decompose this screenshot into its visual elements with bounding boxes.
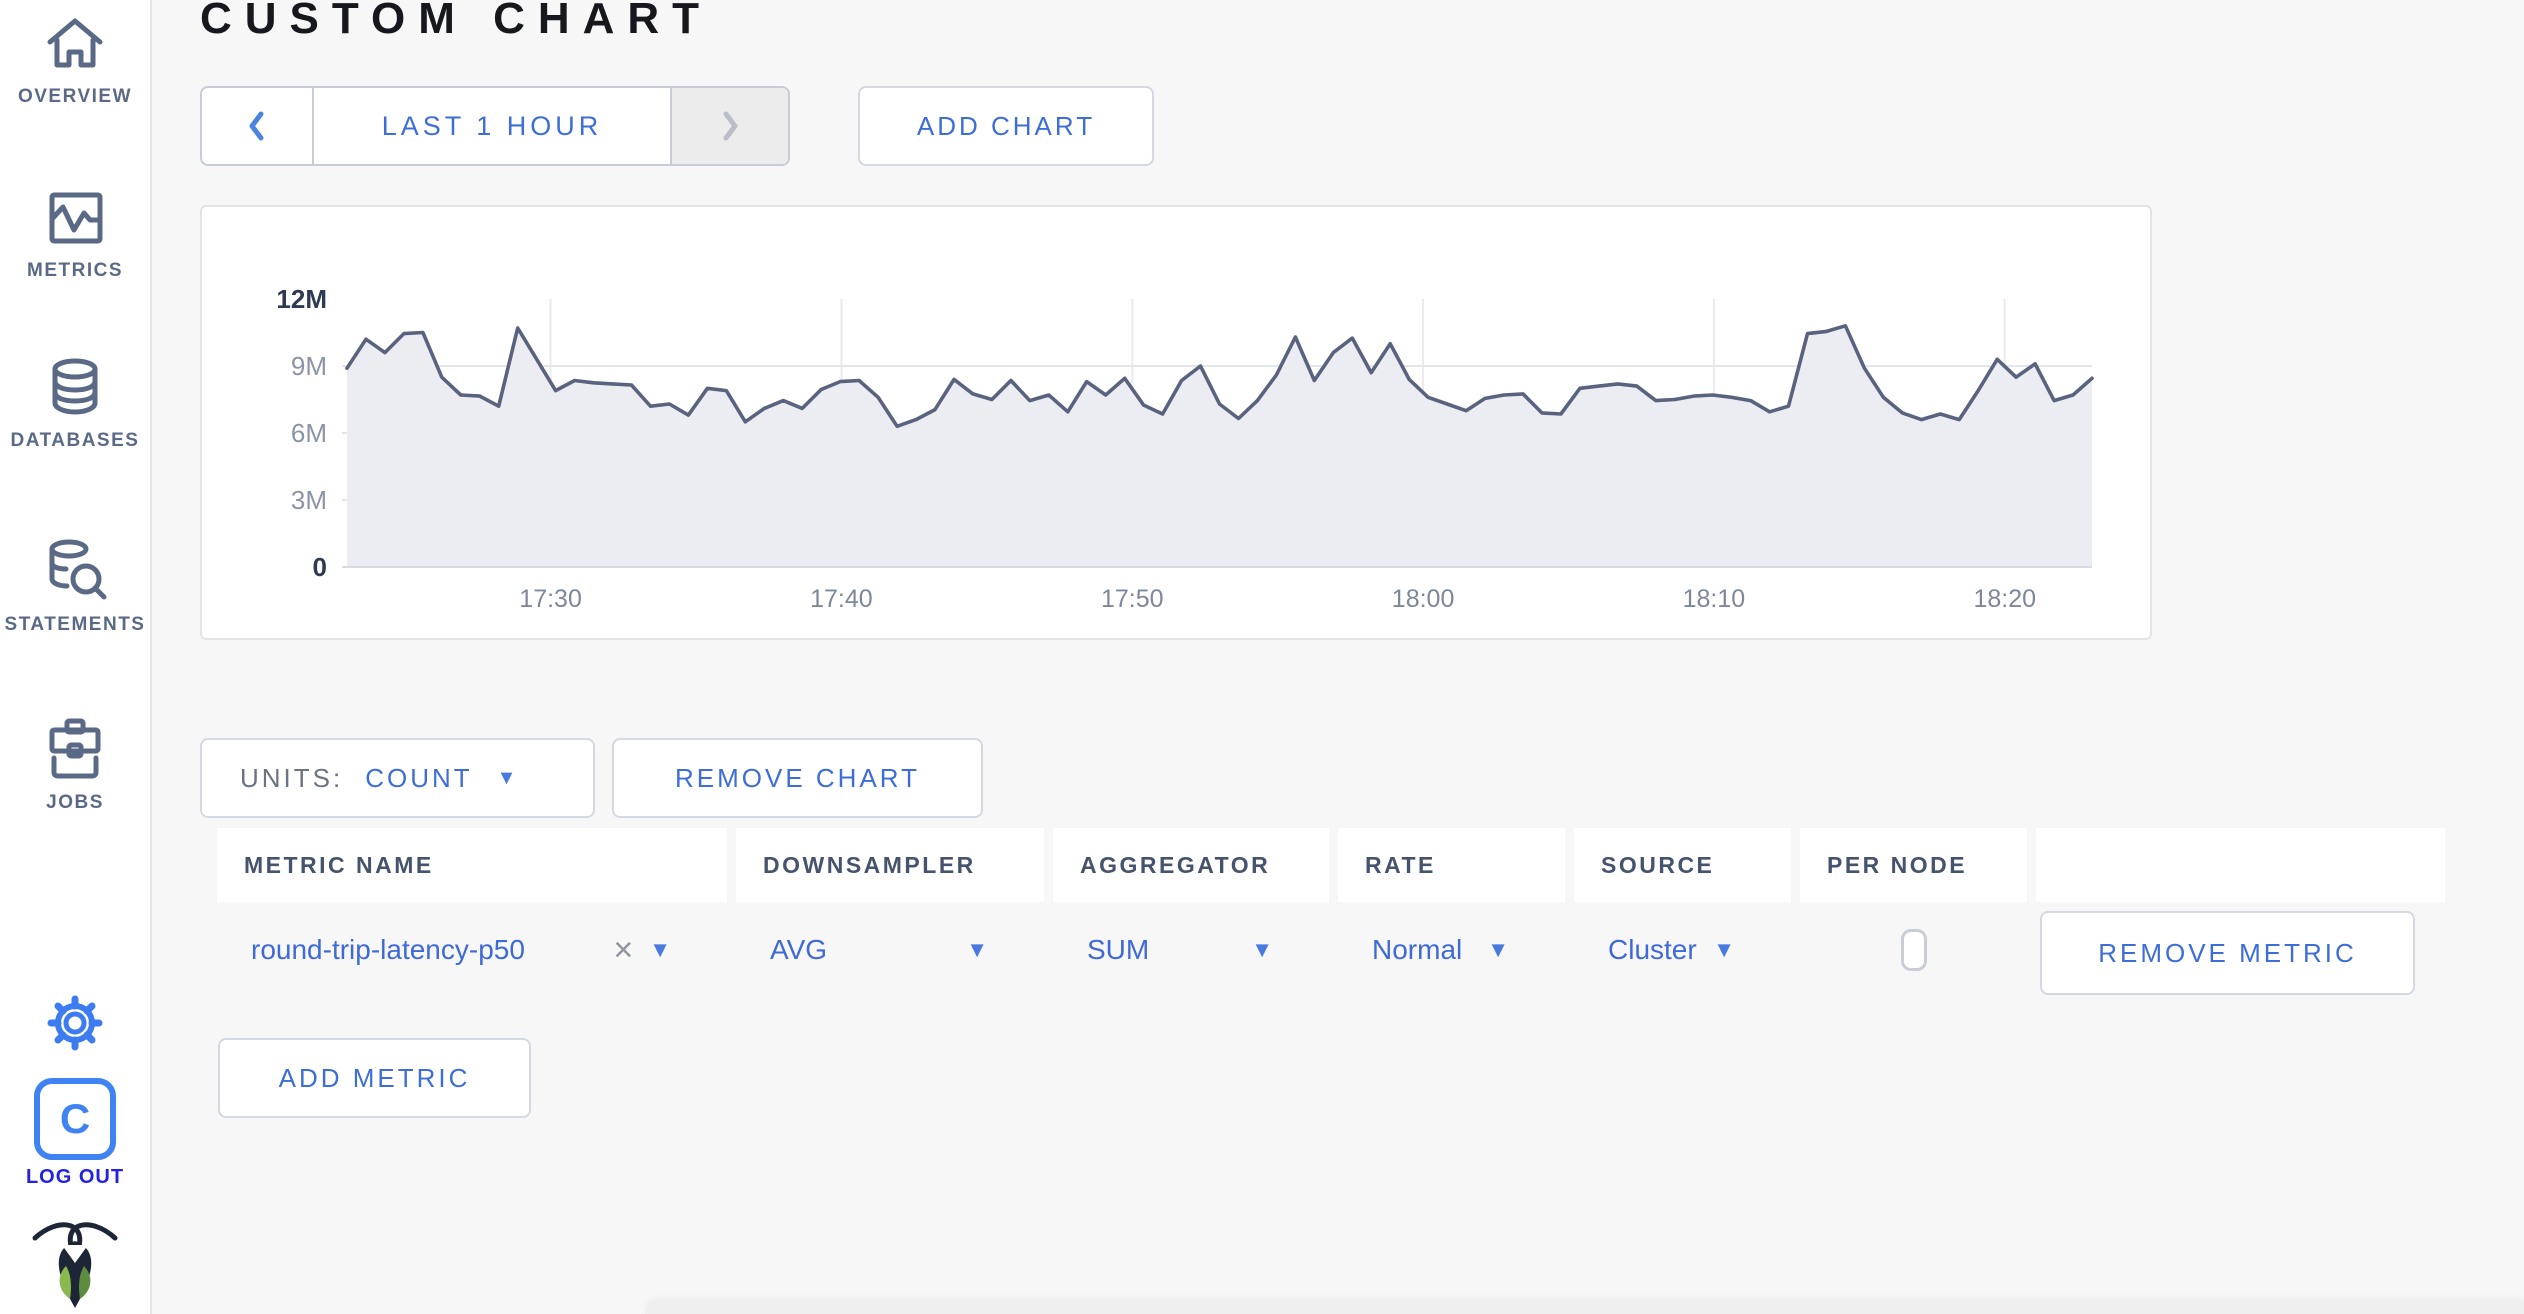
c-letter: C [59,1095,91,1142]
metrics-icon [49,192,103,244]
source-dropdown[interactable]: Cluster ▼ [1574,902,1791,998]
chevron-down-icon: ▼ [649,937,671,962]
svg-text:17:50: 17:50 [1101,585,1164,613]
database-icon [52,358,98,415]
time-range-next-button[interactable] [670,88,788,164]
units-value: COUNT [365,762,473,793]
sidebar-item-overview[interactable]: OVERVIEW [0,12,150,108]
timeseries-area-chart: 17:30 17:40 17:50 18:00 18:10 18:20 12M 9M 6M 3M 0 [276,284,2094,613]
sidebar-item-statements[interactable]: STATEMENTS [0,536,150,636]
remove-chart-button[interactable]: REMOVE CHART [612,738,983,818]
sidebar-item-label: DATABASES [10,430,140,451]
page-title: CUSTOM CHART [200,0,713,43]
clear-metric-icon[interactable]: × [613,930,634,969]
svg-text:18:00: 18:00 [1392,585,1455,613]
chart-card: 17:30 17:40 17:50 18:00 18:10 18:20 12M 9M 6M 3M 0 [200,205,2152,640]
svg-text:0: 0 [313,552,327,582]
column-header-actions [2036,828,2445,902]
logout-label: LOG OUT [25,1166,125,1188]
column-header-per-node: PER NODE [1800,828,2027,902]
rate-dropdown[interactable]: Normal ▼ [1338,902,1565,998]
sidebar-item-settings[interactable] [0,990,150,1056]
chevron-down-icon: ▼ [1251,937,1273,962]
home-icon [47,18,103,68]
sidebar-item-label: METRICS [27,260,123,281]
cockroach-c-icon: C [34,1078,116,1160]
units-label: UNITS: [240,762,344,793]
bottom-sheet-edge [645,1302,2524,1314]
column-header-aggregator: AGGREGATOR [1053,828,1329,902]
aggregator-dropdown[interactable]: SUM ▼ [1053,902,1329,998]
chevron-down-icon: ▼ [1487,937,1509,962]
chevron-down-icon: ▼ [496,766,520,789]
sidebar-item-label: STATEMENTS [4,614,146,635]
downsampler-dropdown[interactable]: AVG ▼ [736,902,1044,998]
per-node-checkbox[interactable] [1900,929,1927,971]
chevron-right-icon [723,111,738,141]
gear-icon [47,995,103,1051]
per-node-cell [1800,902,2027,998]
sidebar-item-jobs[interactable]: JOBS [0,716,150,814]
chevron-left-icon [249,111,264,141]
statements-icon [49,539,107,600]
column-header-metric-name: METRIC NAME [217,828,727,902]
downsampler-value: AVG [770,934,828,965]
add-metric-button[interactable]: ADD METRIC [218,1038,531,1118]
metric-row: round-trip-latency-p50 × ▼ AVG ▼ SUM ▼ N… [217,902,2445,998]
metric-name-dropdown[interactable]: round-trip-latency-p50 × ▼ [217,902,727,998]
column-header-rate: RATE [1338,828,1565,902]
sidebar-brand [0,1214,150,1310]
metric-name-value: round-trip-latency-p50 [251,934,525,965]
actions-cell: REMOVE METRIC [2036,902,2445,998]
svg-text:17:30: 17:30 [519,585,582,613]
svg-text:12M: 12M [276,284,327,314]
svg-text:18:20: 18:20 [1973,585,2036,613]
jobs-icon [49,718,101,779]
svg-text:18:10: 18:10 [1683,585,1746,613]
sidebar-item-logout[interactable]: C LOG OUT [0,1078,150,1189]
chevron-down-icon: ▼ [1713,937,1735,962]
time-range-label[interactable]: LAST 1 HOUR [381,110,603,141]
column-header-source: SOURCE [1574,828,1791,902]
svg-text:3M: 3M [291,485,327,515]
time-range-prev-button[interactable] [202,88,314,164]
svg-text:9M: 9M [291,351,327,381]
time-range-selector: LAST 1 HOUR [200,86,790,166]
sidebar-item-metrics[interactable]: METRICS [0,186,150,282]
svg-text:17:40: 17:40 [810,585,873,613]
sidebar-item-label: OVERVIEW [17,86,133,107]
chevron-down-icon: ▼ [966,937,988,962]
units-dropdown[interactable]: UNITS: COUNT ▼ [200,738,595,818]
sidebar-item-databases[interactable]: DATABASES [0,356,150,452]
source-value: Cluster [1608,934,1697,965]
remove-metric-button[interactable]: REMOVE METRIC [2040,911,2415,995]
rate-value: Normal [1372,934,1463,965]
sidebar: OVERVIEW METRICS DATABASES [0,0,152,1314]
cockroach-bug-icon [32,1222,118,1308]
sidebar-item-label: JOBS [46,792,104,813]
column-header-downsampler: DOWNSAMPLER [736,828,1044,902]
svg-text:6M: 6M [291,418,327,448]
aggregator-value: SUM [1087,934,1150,965]
add-chart-button[interactable]: ADD CHART [858,86,1154,166]
metrics-table-header: METRIC NAME DOWNSAMPLER AGGREGATOR RATE … [217,828,2445,902]
